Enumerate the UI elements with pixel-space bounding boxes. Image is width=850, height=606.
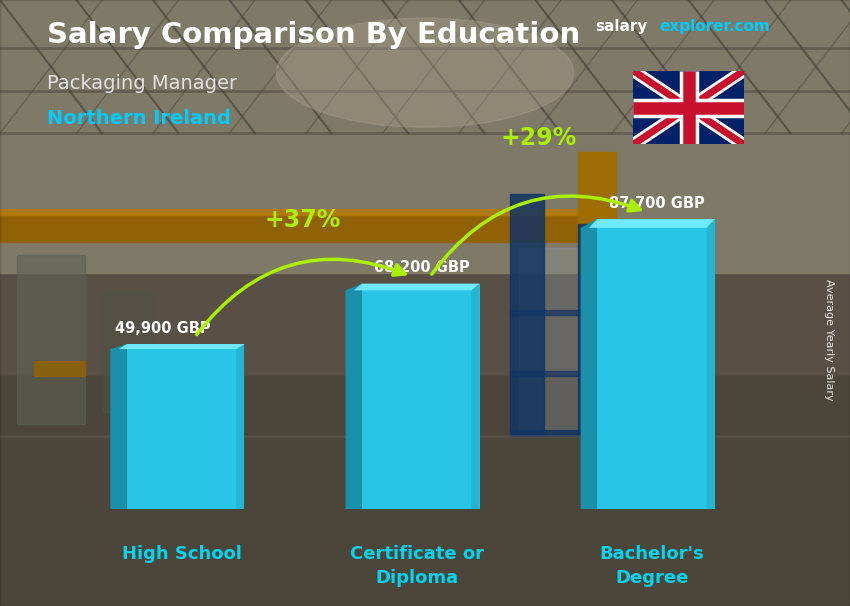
Polygon shape <box>581 219 597 509</box>
Bar <box>510 430 663 436</box>
Bar <box>0 0 850 273</box>
Polygon shape <box>345 284 362 509</box>
Text: 68,200 GBP: 68,200 GBP <box>374 261 469 275</box>
Bar <box>578 152 616 273</box>
Text: Packaging Manager: Packaging Manager <box>47 74 237 93</box>
Bar <box>127 344 244 509</box>
Polygon shape <box>236 344 244 509</box>
Text: +29%: +29% <box>500 126 576 150</box>
Polygon shape <box>471 284 479 509</box>
Bar <box>629 242 654 424</box>
Polygon shape <box>589 219 715 228</box>
Bar <box>510 310 663 315</box>
Text: +37%: +37% <box>265 208 342 233</box>
Bar <box>0 209 612 215</box>
Bar <box>518 248 663 430</box>
Bar <box>102 291 153 412</box>
Polygon shape <box>118 344 244 349</box>
Polygon shape <box>354 284 479 290</box>
Text: Certificate or
Diploma: Certificate or Diploma <box>349 545 484 587</box>
Text: High School: High School <box>122 545 241 564</box>
Ellipse shape <box>276 18 574 127</box>
Bar <box>34 361 85 376</box>
Text: Salary Comparison By Education: Salary Comparison By Education <box>47 21 580 49</box>
Bar <box>510 371 663 376</box>
Text: explorer.com: explorer.com <box>660 19 770 35</box>
Polygon shape <box>706 219 715 509</box>
Bar <box>510 194 544 436</box>
Bar <box>578 224 608 436</box>
Text: Bachelor's
Degree: Bachelor's Degree <box>599 545 704 587</box>
Text: 49,900 GBP: 49,900 GBP <box>115 321 211 336</box>
Text: salary: salary <box>595 19 648 35</box>
Bar <box>362 284 479 509</box>
Bar <box>0 215 612 242</box>
Polygon shape <box>110 344 127 509</box>
Bar <box>0 376 850 606</box>
Text: Average Yearly Salary: Average Yearly Salary <box>824 279 834 400</box>
Bar <box>17 255 85 424</box>
Text: 87,700 GBP: 87,700 GBP <box>609 196 705 211</box>
Bar <box>597 219 715 509</box>
Text: Northern Ireland: Northern Ireland <box>47 109 230 128</box>
